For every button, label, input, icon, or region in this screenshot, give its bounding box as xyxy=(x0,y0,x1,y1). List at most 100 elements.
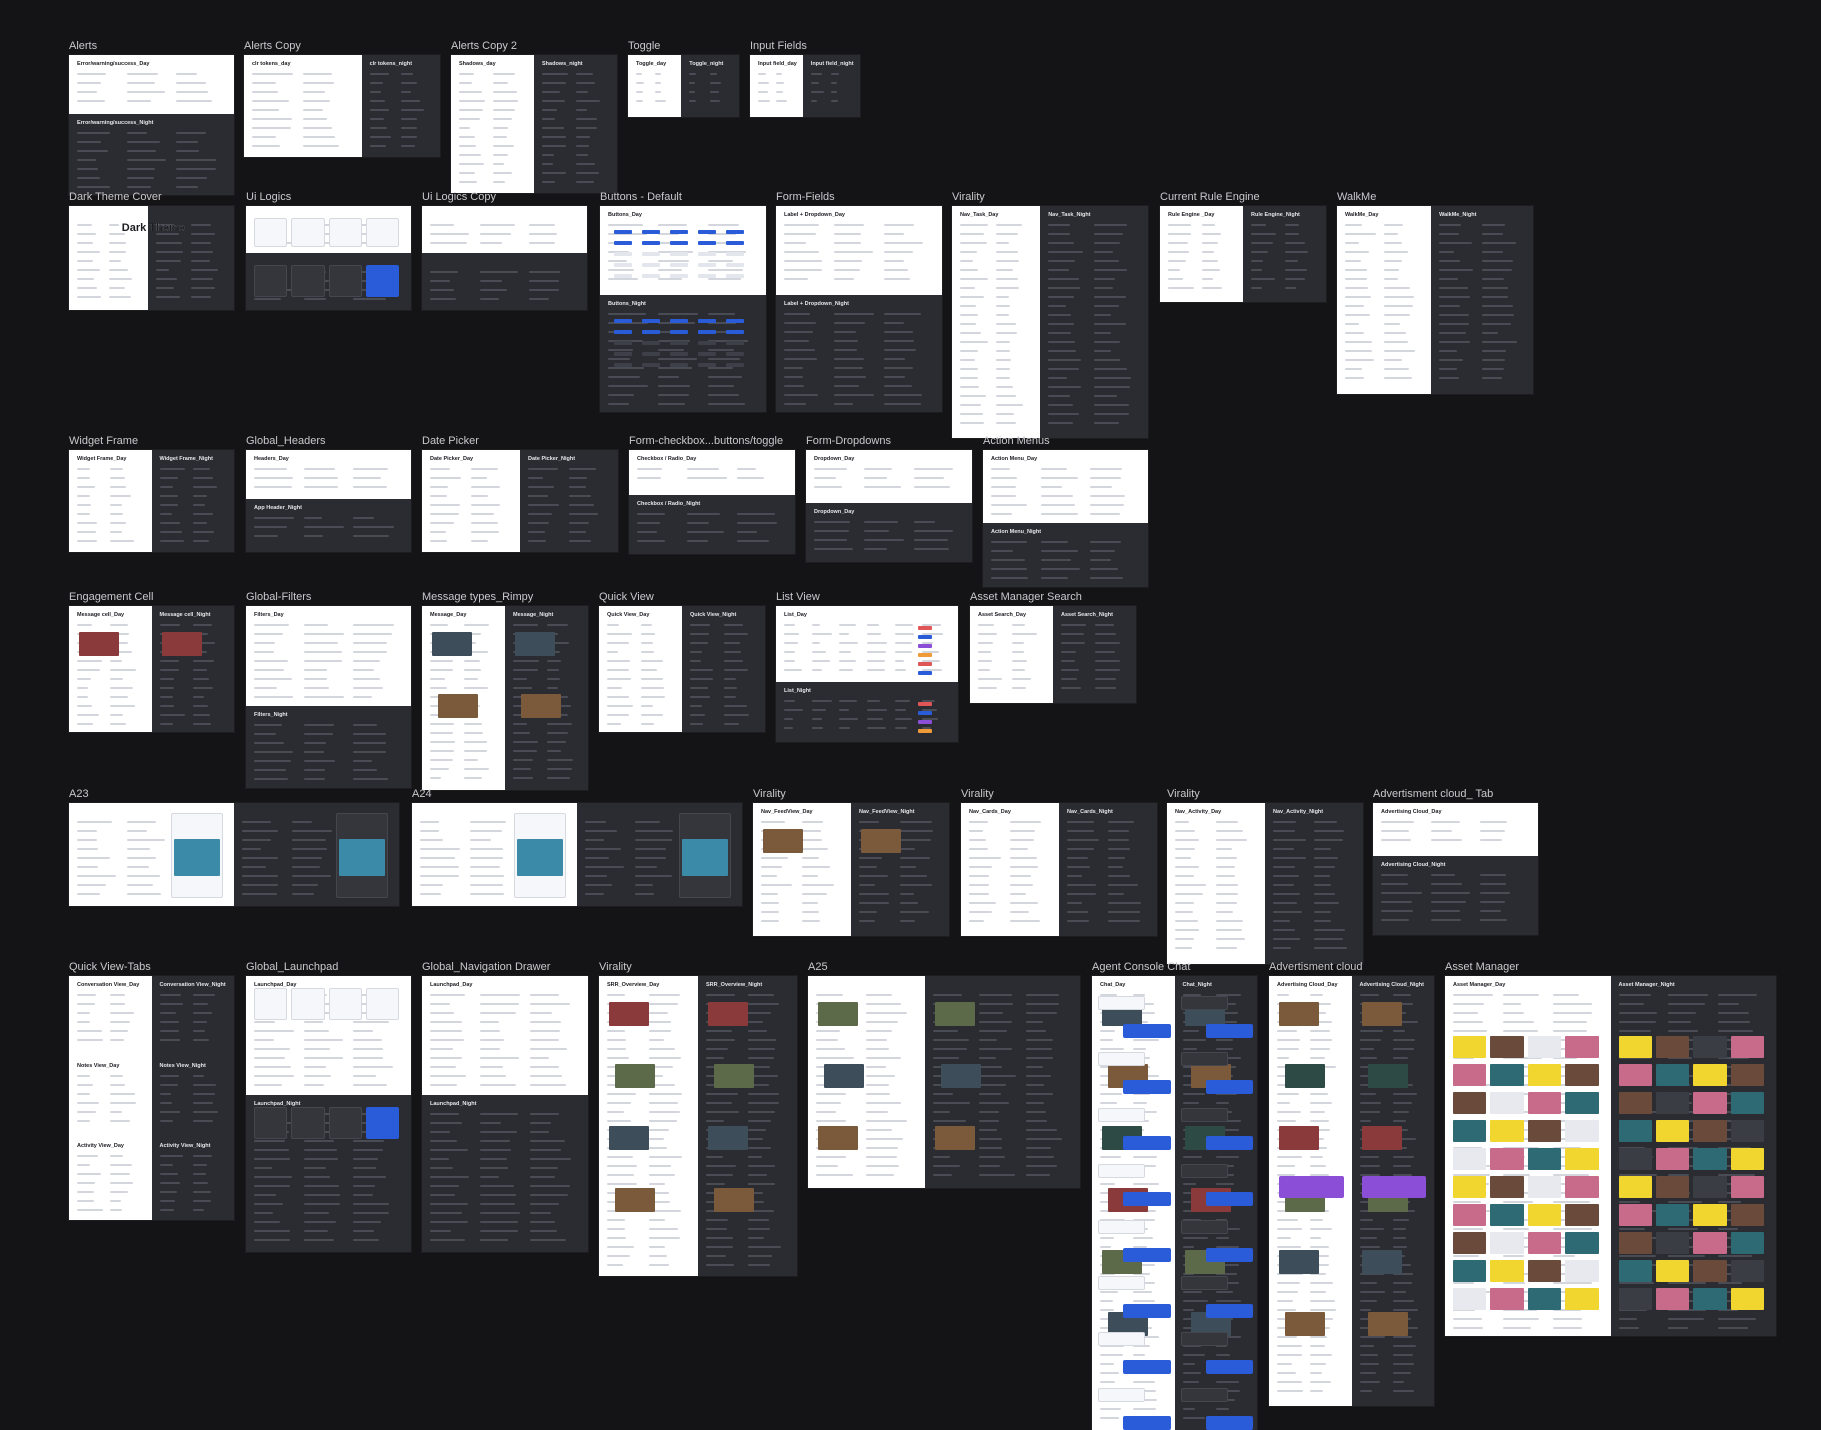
sample-button[interactable] xyxy=(614,252,632,256)
asset-tile[interactable] xyxy=(1453,1148,1487,1170)
asset-tile[interactable] xyxy=(1490,1204,1524,1226)
sample-button[interactable] xyxy=(698,362,716,367)
asset-tile[interactable] xyxy=(1693,1148,1727,1170)
asset-tile[interactable] xyxy=(1655,1120,1690,1142)
sample-button[interactable] xyxy=(614,362,632,367)
asset-tile[interactable] xyxy=(1490,1120,1524,1142)
sample-button[interactable] xyxy=(614,318,632,323)
frame-virality-3[interactable]: Nav_Cards_Day Nav_Cards_Night xyxy=(961,803,1157,936)
asset-tile[interactable] xyxy=(1565,1092,1599,1114)
frame-advertisment-cloud-tab[interactable]: Advertising Cloud_Day Advertising Cloud_N… xyxy=(1373,803,1538,935)
sample-button[interactable] xyxy=(642,241,660,245)
sample-button[interactable] xyxy=(698,351,716,356)
sample-button[interactable] xyxy=(698,241,716,245)
asset-tile[interactable] xyxy=(1730,1288,1764,1310)
asset-tile[interactable] xyxy=(1453,1232,1487,1254)
asset-tile[interactable] xyxy=(1527,1148,1562,1170)
tile-card[interactable] xyxy=(328,264,362,297)
sample-button[interactable] xyxy=(670,252,688,256)
asset-tile[interactable] xyxy=(1618,1148,1652,1170)
frame-a23[interactable] xyxy=(69,803,399,906)
sample-button[interactable] xyxy=(698,263,716,267)
asset-tile[interactable] xyxy=(1565,1064,1599,1086)
media-thumbnail[interactable] xyxy=(432,632,472,656)
asset-tile[interactable] xyxy=(1453,1260,1487,1282)
frame-global-headers[interactable]: Headers_Day App Header_Night xyxy=(246,450,411,552)
asset-tile[interactable] xyxy=(1655,1148,1690,1170)
asset-tile[interactable] xyxy=(1565,1260,1599,1282)
asset-tile[interactable] xyxy=(1618,1036,1652,1058)
asset-tile[interactable] xyxy=(1490,1036,1524,1058)
asset-tile[interactable] xyxy=(1693,1176,1727,1198)
sample-button[interactable] xyxy=(726,362,744,367)
asset-tile[interactable] xyxy=(1618,1064,1652,1086)
sample-button[interactable] xyxy=(614,329,632,334)
sample-button[interactable] xyxy=(670,263,688,267)
sample-button[interactable] xyxy=(614,351,632,356)
frame-agent-console-chat[interactable]: Chat_Day Chat_Night xyxy=(1092,976,1257,1430)
asset-tile[interactable] xyxy=(1693,1036,1727,1058)
frame-toggle[interactable]: Toggle_day Toggle_night xyxy=(628,55,739,117)
sample-button[interactable] xyxy=(726,340,744,345)
asset-tile[interactable] xyxy=(1730,1148,1764,1170)
sample-button[interactable] xyxy=(698,252,716,256)
asset-tile[interactable] xyxy=(1527,1260,1562,1282)
asset-tile[interactable] xyxy=(1565,1176,1599,1198)
sample-button[interactable] xyxy=(726,230,744,234)
frame-a24[interactable] xyxy=(412,803,742,906)
media-thumbnail[interactable] xyxy=(1279,1250,1319,1274)
asset-tile[interactable] xyxy=(1527,1036,1562,1058)
asset-tile[interactable] xyxy=(1490,1092,1524,1114)
sample-button[interactable] xyxy=(614,241,632,245)
asset-tile[interactable] xyxy=(1655,1176,1690,1198)
frame-message-types[interactable]: Message_Day Message_Night xyxy=(422,606,588,790)
sample-button[interactable] xyxy=(642,252,660,256)
media-thumbnail[interactable] xyxy=(1285,1312,1325,1336)
media-thumbnail[interactable] xyxy=(615,1188,655,1212)
asset-tile[interactable] xyxy=(1730,1092,1764,1114)
frame-a25[interactable] xyxy=(808,976,1080,1188)
frame-virality-1[interactable]: Nav_Task_Day Nav_Task_Night xyxy=(952,206,1148,438)
media-thumbnail[interactable] xyxy=(609,1002,649,1026)
asset-tile[interactable] xyxy=(1453,1036,1487,1058)
frame-global-nav-drawer[interactable]: Launchpad_Day Launchpad_Night xyxy=(422,976,588,1252)
tile-card[interactable] xyxy=(365,264,399,297)
asset-tile[interactable] xyxy=(1618,1260,1652,1282)
asset-tile[interactable] xyxy=(1453,1064,1487,1086)
sample-button[interactable] xyxy=(614,340,632,345)
sample-button[interactable] xyxy=(614,263,632,267)
asset-tile[interactable] xyxy=(1618,1092,1652,1114)
asset-tile[interactable] xyxy=(1693,1064,1727,1086)
asset-tile[interactable] xyxy=(1730,1260,1764,1282)
sample-button[interactable] xyxy=(726,318,744,323)
sample-button[interactable] xyxy=(670,241,688,245)
media-thumbnail[interactable] xyxy=(818,1126,858,1150)
asset-tile[interactable] xyxy=(1527,1092,1562,1114)
sample-button[interactable] xyxy=(614,274,632,278)
media-thumbnail[interactable] xyxy=(1361,1126,1402,1150)
sample-button[interactable] xyxy=(670,318,688,323)
asset-tile[interactable] xyxy=(1693,1288,1727,1310)
asset-tile[interactable] xyxy=(1453,1204,1487,1226)
sample-button[interactable] xyxy=(642,230,660,234)
asset-tile[interactable] xyxy=(1655,1288,1690,1310)
frame-dark-theme-cover[interactable]: Dark Theme xyxy=(69,206,234,310)
asset-tile[interactable] xyxy=(1655,1036,1690,1058)
media-thumbnail[interactable] xyxy=(515,632,555,656)
frame-alerts-copy-2[interactable]: Shadows_day Shadows_night xyxy=(451,55,617,193)
asset-tile[interactable] xyxy=(1693,1092,1727,1114)
tile-card[interactable] xyxy=(254,218,288,247)
asset-tile[interactable] xyxy=(1655,1092,1690,1114)
sample-button[interactable] xyxy=(698,230,716,234)
asset-tile[interactable] xyxy=(1453,1288,1487,1310)
frame-form-checkbox[interactable]: Checkbox / Radio_Day Checkbox / Radio_Nig… xyxy=(629,450,795,554)
sample-button[interactable] xyxy=(698,340,716,345)
asset-tile[interactable] xyxy=(1453,1120,1487,1142)
asset-tile[interactable] xyxy=(1655,1232,1690,1254)
sample-button[interactable] xyxy=(642,274,660,278)
asset-tile[interactable] xyxy=(1527,1232,1562,1254)
asset-tile[interactable] xyxy=(1730,1120,1764,1142)
asset-tile[interactable] xyxy=(1565,1232,1599,1254)
frame-ui-logics-copy[interactable] xyxy=(422,206,587,310)
asset-tile[interactable] xyxy=(1490,1148,1524,1170)
